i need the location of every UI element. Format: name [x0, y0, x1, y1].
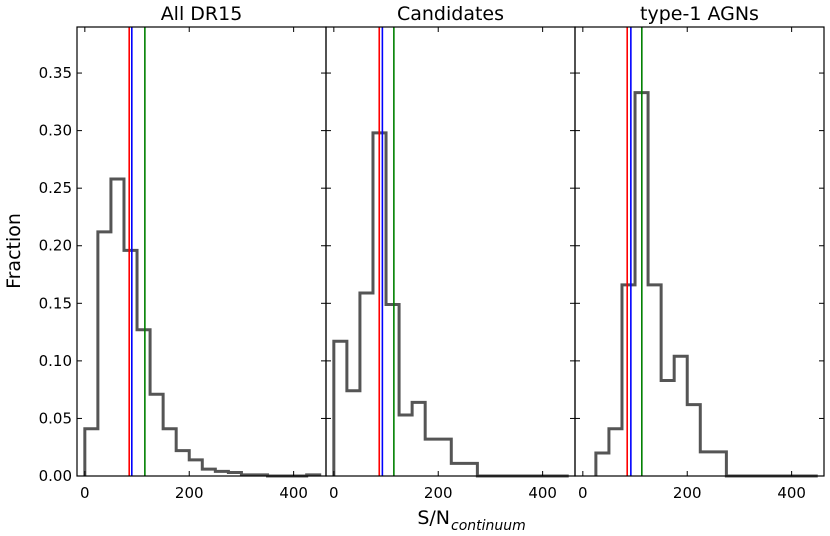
y-tick-label: 0.30: [39, 122, 72, 140]
x-tick-label: 0: [80, 484, 90, 502]
x-axis-label-subscript: continuum: [451, 518, 526, 534]
x-tick-label: 400: [279, 484, 308, 502]
panel-0: All DR15 0.00 0.05 0.10 0.15 0.20 0.25 0.30 0.35…: [39, 3, 327, 502]
y-tick-label: 0.25: [39, 179, 72, 197]
x-tick-label: 0: [578, 484, 588, 502]
histogram-outline: [594, 91, 818, 478]
histogram-outline: [83, 177, 322, 478]
y-tick-label: 0.15: [39, 294, 72, 312]
panel-title: All DR15: [161, 3, 243, 25]
x-tick-label: 0: [329, 484, 339, 502]
x-axis-label: S/N: [417, 507, 450, 529]
panels-group: All DR15 0.00 0.05 0.10 0.15 0.20 0.25 0.30 0.35…: [39, 3, 825, 502]
x-tick-label: 200: [424, 484, 453, 502]
panel-frame: [574, 26, 825, 477]
x-tick-label: 400: [528, 484, 557, 502]
panel-title: Candidates: [397, 3, 504, 25]
panel-frame: [76, 26, 327, 477]
x-tick-label: 400: [777, 484, 806, 502]
y-axis-label: Fraction: [3, 213, 25, 289]
panel-title: type-1 AGNs: [640, 3, 759, 25]
y-tick-label: 0.10: [39, 352, 72, 370]
y-tick-label: 0.20: [39, 237, 72, 255]
y-tick-label: 0.00: [39, 467, 72, 485]
histogram-outline: [332, 131, 569, 478]
panel-2: type-1 AGNs 0 200 400: [574, 3, 825, 502]
panel-1: Candidates 0 200 400: [325, 3, 576, 502]
x-tick-label: 200: [175, 484, 204, 502]
y-tick-label: 0.35: [39, 64, 72, 82]
panel-frame: [325, 26, 576, 477]
y-tick-label: 0.05: [39, 409, 72, 427]
x-tick-label: 200: [673, 484, 702, 502]
